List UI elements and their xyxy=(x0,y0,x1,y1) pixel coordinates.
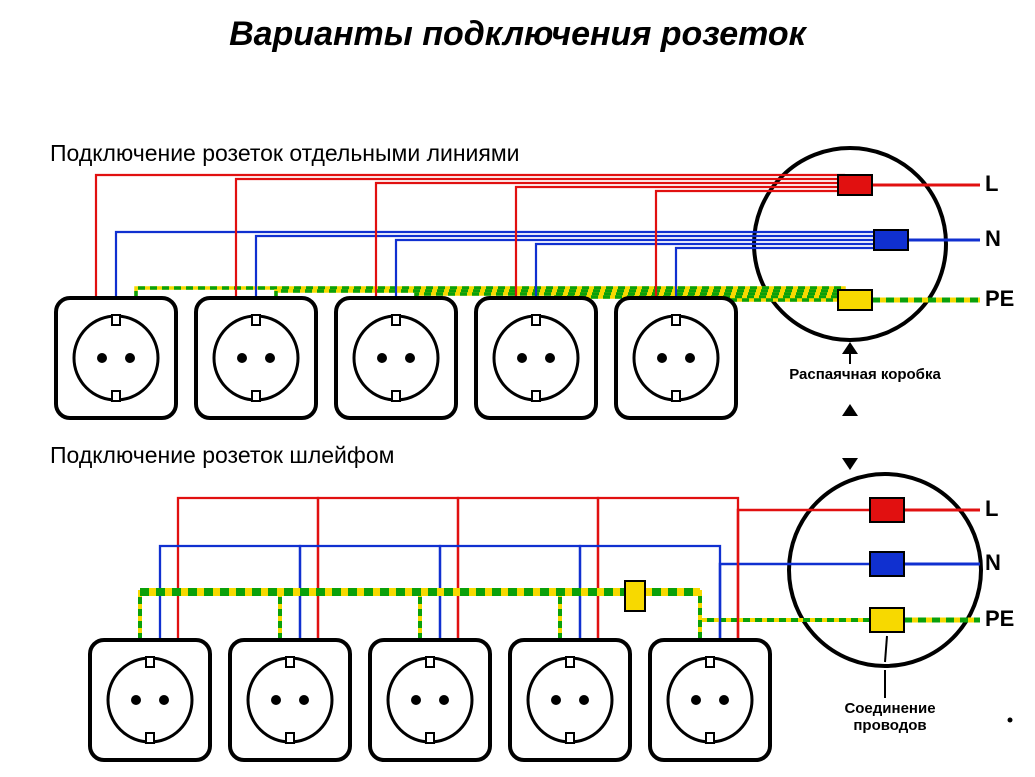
terminal-L1: L xyxy=(985,171,998,197)
terminal-N2: N xyxy=(985,550,1001,576)
diagram-svg xyxy=(0,0,1035,777)
terminal-L2: L xyxy=(985,496,998,522)
terminal-PE2: PE xyxy=(985,606,1014,632)
terminal-PE1: PE xyxy=(985,286,1014,312)
terminal-N1: N xyxy=(985,226,1001,252)
